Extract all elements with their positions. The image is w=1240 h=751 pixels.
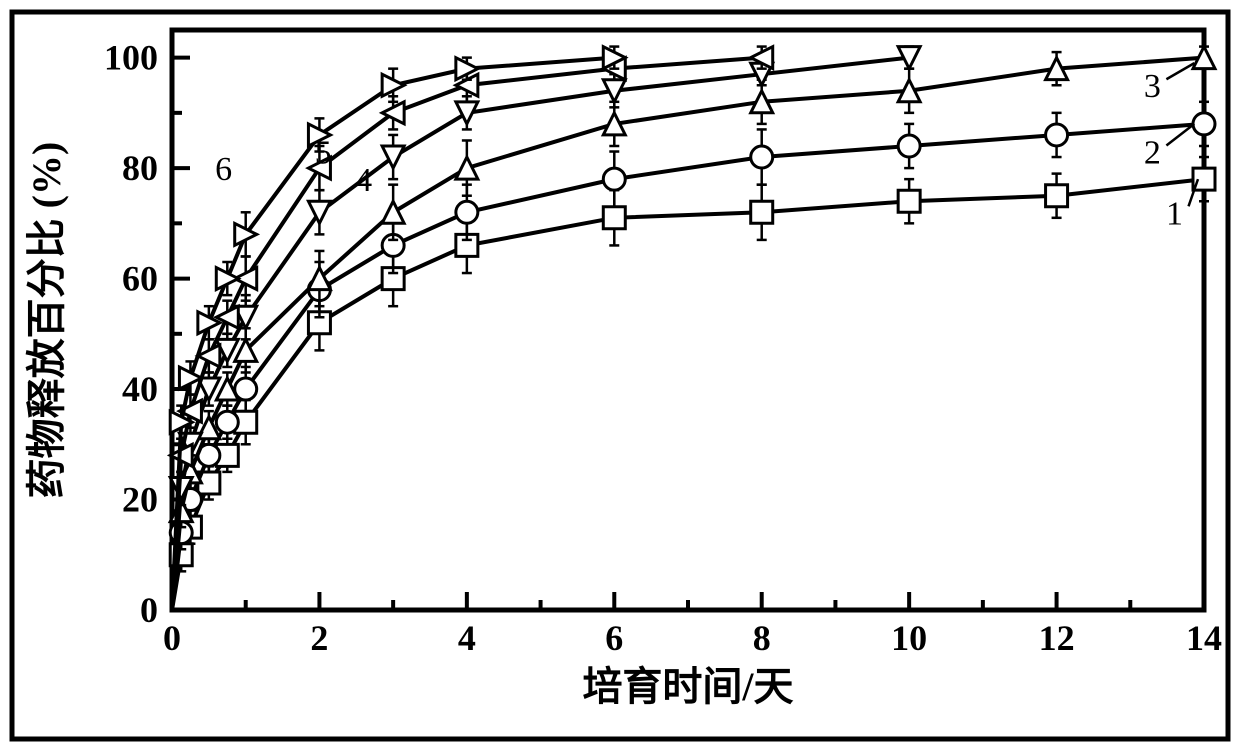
series-1: 1 <box>170 157 1215 610</box>
x-tick-label: 14 <box>1186 618 1222 658</box>
y-tick-label: 60 <box>122 259 158 299</box>
x-tick-label: 10 <box>891 618 927 658</box>
series-label: 2 <box>1144 135 1161 172</box>
x-tick-label: 4 <box>458 618 476 658</box>
y-tick-label: 100 <box>104 38 158 78</box>
series-label: 4 <box>355 162 372 199</box>
x-tick-label: 0 <box>163 618 181 658</box>
y-tick-label: 80 <box>122 148 158 188</box>
x-tick-label: 2 <box>310 618 328 658</box>
series-label: 6 <box>215 151 232 188</box>
y-axis-label: 药物释放百分比 (%) <box>24 142 69 499</box>
x-tick-label: 12 <box>1039 618 1075 658</box>
series-4: 4 <box>170 47 920 610</box>
x-axis-label: 培育时间/天 <box>582 664 793 709</box>
x-tick-label: 6 <box>605 618 623 658</box>
series-5: 5 <box>170 47 773 610</box>
y-tick-label: 20 <box>122 480 158 520</box>
series-label: 1 <box>1166 195 1183 232</box>
series-label: 3 <box>1144 68 1161 105</box>
x-tick-label: 8 <box>753 618 771 658</box>
y-tick-label: 0 <box>140 590 158 630</box>
release-chart: 02468101214020406080100培育时间/天药物释放百分比 (%)… <box>0 0 1240 751</box>
y-tick-label: 40 <box>122 369 158 409</box>
